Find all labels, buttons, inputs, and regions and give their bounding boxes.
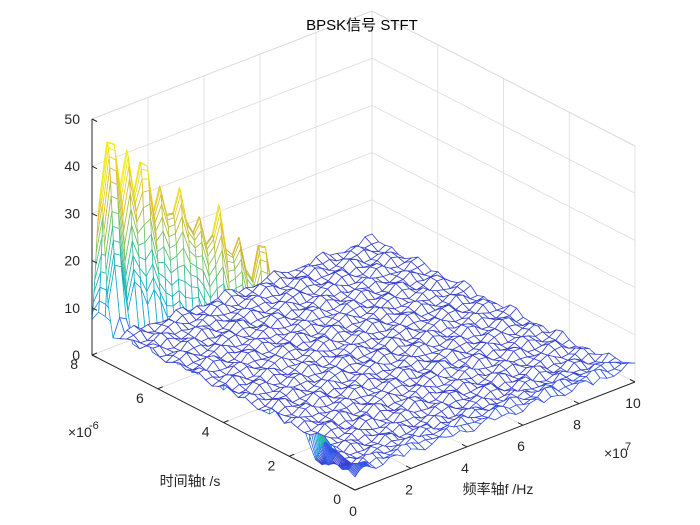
z-tick-mark	[91, 212, 98, 217]
mesh-cell	[364, 233, 380, 245]
x-exponent-power: 7	[625, 441, 631, 453]
x-axis-exponent: ×10 7	[604, 441, 631, 461]
surface-mesh	[91, 141, 636, 478]
y-tick-mark	[157, 386, 163, 390]
y-tick-mark	[91, 352, 98, 356]
x-tick-label: 6	[517, 438, 525, 454]
grid-backwall-z	[91, 57, 373, 167]
y-axis-label: 时间轴t /s	[160, 473, 221, 489]
y-tick-label: 4	[202, 424, 210, 440]
y-tick-label: 0	[333, 491, 341, 507]
x-axis-label: 频率轴f /Hz	[463, 481, 534, 497]
box-edge-top-back	[91, 10, 373, 120]
grid-sidewall-z	[371, 105, 636, 241]
box-edge-top-side	[371, 10, 636, 147]
x-tick-mark	[517, 422, 524, 426]
x-tick-mark	[461, 443, 468, 448]
chart-title: BPSK信号 STFT	[306, 17, 418, 34]
mesh-cell	[141, 178, 150, 193]
z-tick-mark	[91, 165, 98, 170]
x-exponent-base: ×10	[604, 445, 628, 461]
mesh-cell	[111, 211, 120, 230]
y-exponent-base: ×10	[68, 424, 92, 440]
mesh-cell	[191, 286, 200, 299]
y-tick-mark	[289, 453, 295, 457]
y-tick-mark	[223, 420, 229, 423]
z-tick-mark	[91, 260, 98, 264]
x-axis-ticks: 0 2 4 6 8 10	[349, 379, 641, 519]
y-tick-label: 6	[136, 390, 144, 406]
y-axis-exponent: ×10 -6	[68, 420, 99, 440]
x-tick-label: 2	[405, 481, 413, 497]
z-tick-mark	[91, 307, 98, 311]
x-tick-label: 8	[573, 417, 581, 433]
mesh-cell	[113, 253, 122, 268]
z-tick-label: 30	[64, 205, 80, 221]
x-tick-label: 0	[349, 503, 357, 519]
z-tick-label: 10	[64, 300, 80, 316]
z-tick-label: 40	[64, 158, 80, 174]
mesh-cell	[112, 240, 121, 256]
y-axis-ticks: 0 2 4 6 8	[70, 352, 361, 507]
y-tick-mark	[354, 487, 361, 491]
mesh-cell	[140, 168, 149, 180]
y-tick-label: 8	[70, 356, 78, 372]
x-tick-label: 4	[461, 460, 469, 476]
z-tick-label: 0	[72, 347, 80, 363]
x-tick-mark	[573, 400, 580, 405]
x-tick-label: 10	[625, 395, 641, 411]
y-tick-label: 2	[267, 457, 275, 473]
z-tick-mark	[91, 118, 98, 122]
mesh-cell	[112, 225, 121, 243]
z-tick-label: 20	[64, 253, 80, 269]
z-axis-ticks: 0 10 20 30 40 50	[64, 111, 98, 363]
x-axis-line	[354, 381, 636, 491]
grid-sidewall-z	[371, 199, 636, 336]
x-tick-mark	[405, 465, 412, 469]
x-tick-mark	[629, 379, 636, 383]
z-tick-label: 50	[64, 111, 80, 127]
y-exponent-power: -6	[89, 420, 99, 432]
z-tick-mark	[91, 354, 98, 358]
grid-sidewall-z	[371, 152, 636, 288]
grid-sidewall-z	[371, 57, 636, 194]
x-tick-mark	[349, 487, 356, 491]
